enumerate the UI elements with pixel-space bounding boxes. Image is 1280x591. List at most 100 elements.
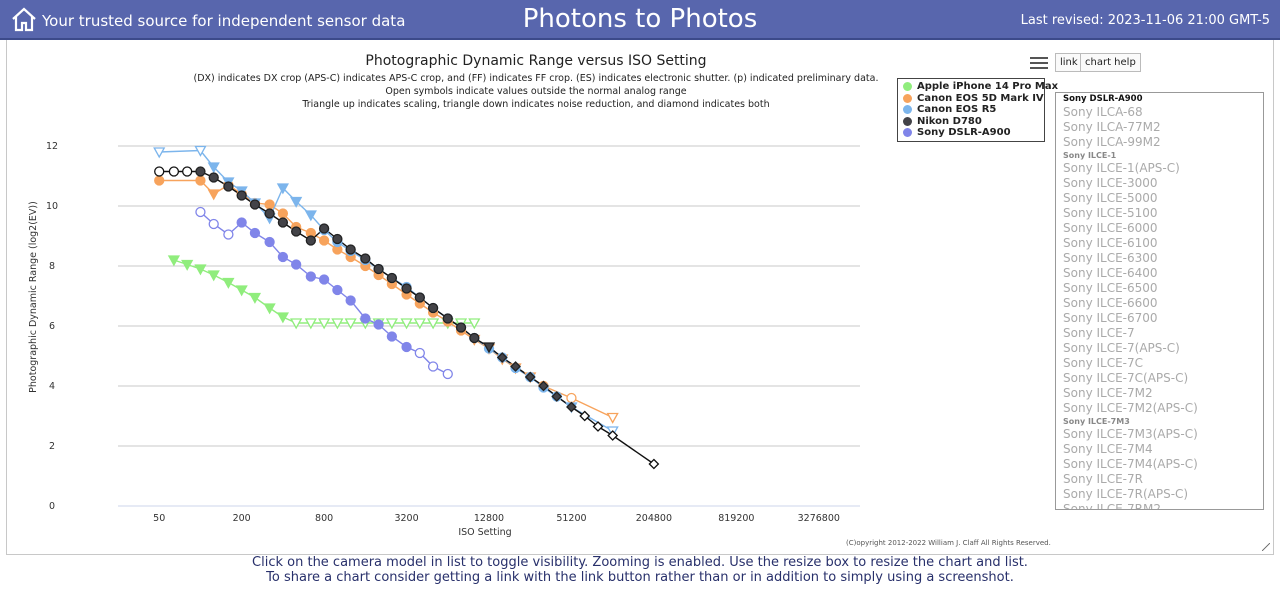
legend-dot-icon [903, 82, 912, 92]
camera-list-item[interactable]: Sony ILCE-7M2 [1063, 386, 1153, 400]
y-tick-label: 0 [49, 501, 55, 512]
camera-list-item[interactable]: Sony ILCE-6500 [1063, 281, 1158, 295]
camera-list-item[interactable]: Sony ILCE-7R(APS-C) [1063, 487, 1189, 501]
legend-item[interactable]: Apple iPhone 14 Pro Max [903, 81, 1058, 93]
camera-list-item[interactable]: Sony ILCE-7 [1063, 326, 1135, 340]
data-point [442, 313, 453, 324]
legend-item[interactable]: Canon EOS 5D Mark IV [903, 93, 1044, 105]
resize-handle-icon[interactable] [1262, 543, 1270, 551]
data-point [345, 295, 356, 306]
camera-list-item[interactable]: Sony ILCE-6600 [1063, 296, 1158, 310]
camera-list-item[interactable]: Sony ILCE-6400 [1063, 266, 1158, 280]
data-point [236, 190, 247, 201]
data-point [400, 318, 413, 330]
data-point [332, 284, 343, 296]
copyright: (C)opyright 2012-2022 William J. Claff A… [846, 539, 1051, 547]
y-tick-label: 10 [46, 201, 58, 212]
camera-list-item[interactable]: Sony ILCE-5000 [1063, 191, 1158, 205]
camera-list-item[interactable]: Sony ILCE-3000 [1063, 176, 1158, 190]
data-point [360, 313, 371, 324]
data-point [414, 292, 425, 303]
camera-list-item[interactable]: Sony ILCE-6000 [1063, 221, 1158, 235]
camera-list-item[interactable]: Sony ILCE-6700 [1063, 311, 1158, 325]
legend-label: Nikon D780 [917, 115, 982, 127]
dynamic-range-chart[interactable]: Photographic Dynamic Range versus ISO Se… [0, 0, 1050, 556]
camera-list-item[interactable]: Sony ILCA-99M2 [1063, 135, 1161, 149]
camera-list-item[interactable]: Sony ILCE-7M2(APS-C) [1063, 401, 1198, 415]
data-point [427, 302, 439, 314]
data-point [167, 255, 181, 267]
data-point [305, 235, 316, 246]
camera-list-item[interactable]: Sony ILCE-7(APS-C) [1063, 341, 1180, 355]
camera-list[interactable]: Sony DSLR-A900 Sony ILCA-68 Sony ILCA-77M2… [1055, 92, 1264, 510]
data-point [194, 145, 207, 157]
data-point [648, 458, 660, 470]
camera-list-group-header: Sony DSLR-A900 [1063, 94, 1143, 104]
link-button[interactable]: link [1055, 53, 1083, 72]
data-point [401, 341, 412, 353]
data-point [154, 166, 165, 177]
data-point [277, 251, 289, 263]
data-point [290, 196, 303, 208]
data-point [414, 347, 425, 359]
data-point [195, 166, 206, 177]
camera-list-item[interactable]: Sony ILCE-7M3(APS-C) [1063, 427, 1198, 441]
legend-label: Sony DSLR-A900 [917, 127, 1011, 139]
data-point [373, 263, 384, 275]
data-point [291, 259, 302, 270]
chart-subtitle-line: Triangle up indicates scaling, triangle … [301, 99, 769, 110]
data-point [373, 319, 384, 330]
data-point [566, 392, 577, 404]
chart-subtitle-line: (DX) indicates DX crop (APS-C) indicates… [194, 73, 879, 84]
camera-list-item[interactable]: Sony ILCE-6300 [1063, 251, 1158, 265]
legend-item[interactable]: Canon EOS R5 [903, 104, 1039, 116]
data-point [482, 342, 496, 354]
camera-list-item[interactable]: Sony ILCE-5100 [1063, 206, 1158, 220]
data-point [236, 217, 247, 228]
chart-subtitle-line: Open symbols indicate values outside the… [385, 86, 686, 97]
legend-label: Apple iPhone 14 Pro Max [917, 81, 1059, 93]
data-point [566, 401, 577, 413]
data-point [318, 223, 330, 234]
site-header: Your trusted source for independent sens… [0, 0, 1280, 40]
y-tick-label: 2 [49, 441, 55, 452]
camera-list-item[interactable]: Sony ILCE-1(APS-C) [1063, 161, 1180, 175]
chart-help-button[interactable]: chart help [1080, 53, 1141, 72]
data-point [207, 189, 220, 201]
data-point [579, 410, 591, 422]
y-tick-label: 6 [49, 321, 55, 332]
last-revised: Last revised: 2023-11-06 21:00 GMT-5 [1020, 13, 1270, 28]
camera-list-item[interactable]: Sony ILCA-77M2 [1063, 120, 1161, 134]
data-point [182, 166, 193, 177]
data-point [344, 318, 357, 330]
data-point [276, 312, 289, 324]
camera-list-item[interactable]: Sony ILCA-68 [1063, 105, 1143, 119]
legend-item[interactable]: Sony DSLR-A900 [903, 127, 1039, 139]
legend-dot-icon [903, 116, 912, 126]
footer-instructions: Click on the camera model in list to tog… [0, 555, 1280, 585]
camera-list-item[interactable]: Sony ILCE-6100 [1063, 236, 1158, 250]
data-point [385, 318, 398, 330]
camera-list-item[interactable]: Sony ILCE-7R [1063, 472, 1143, 486]
legend-item[interactable]: Nikon D780 [903, 116, 1039, 128]
data-point [538, 380, 549, 392]
data-point [194, 264, 207, 276]
camera-list-item[interactable]: Sony ILCE-7M4 [1063, 442, 1153, 456]
y-tick-label: 4 [49, 381, 55, 392]
data-point [223, 229, 234, 240]
data-point [195, 206, 206, 218]
data-point [208, 172, 219, 183]
camera-list-item[interactable]: Sony ILCE-7M4(APS-C) [1063, 457, 1198, 471]
data-point [427, 361, 439, 372]
data-point [276, 183, 289, 195]
footer-line-2: To share a chart consider getting a link… [266, 569, 1014, 585]
content-frame [6, 40, 1274, 555]
site-tagline[interactable]: Your trusted source for independent sens… [42, 12, 406, 30]
camera-list-item[interactable]: Sony ILCE-7RM2 [1063, 502, 1161, 510]
home-icon[interactable] [10, 5, 38, 33]
camera-list-item[interactable]: Sony ILCE-7C(APS-C) [1063, 371, 1189, 385]
camera-list-item[interactable]: Sony ILCE-7C [1063, 356, 1144, 370]
data-point [291, 226, 302, 237]
data-point [318, 235, 330, 246]
hamburger-menu-icon[interactable] [1030, 54, 1048, 70]
